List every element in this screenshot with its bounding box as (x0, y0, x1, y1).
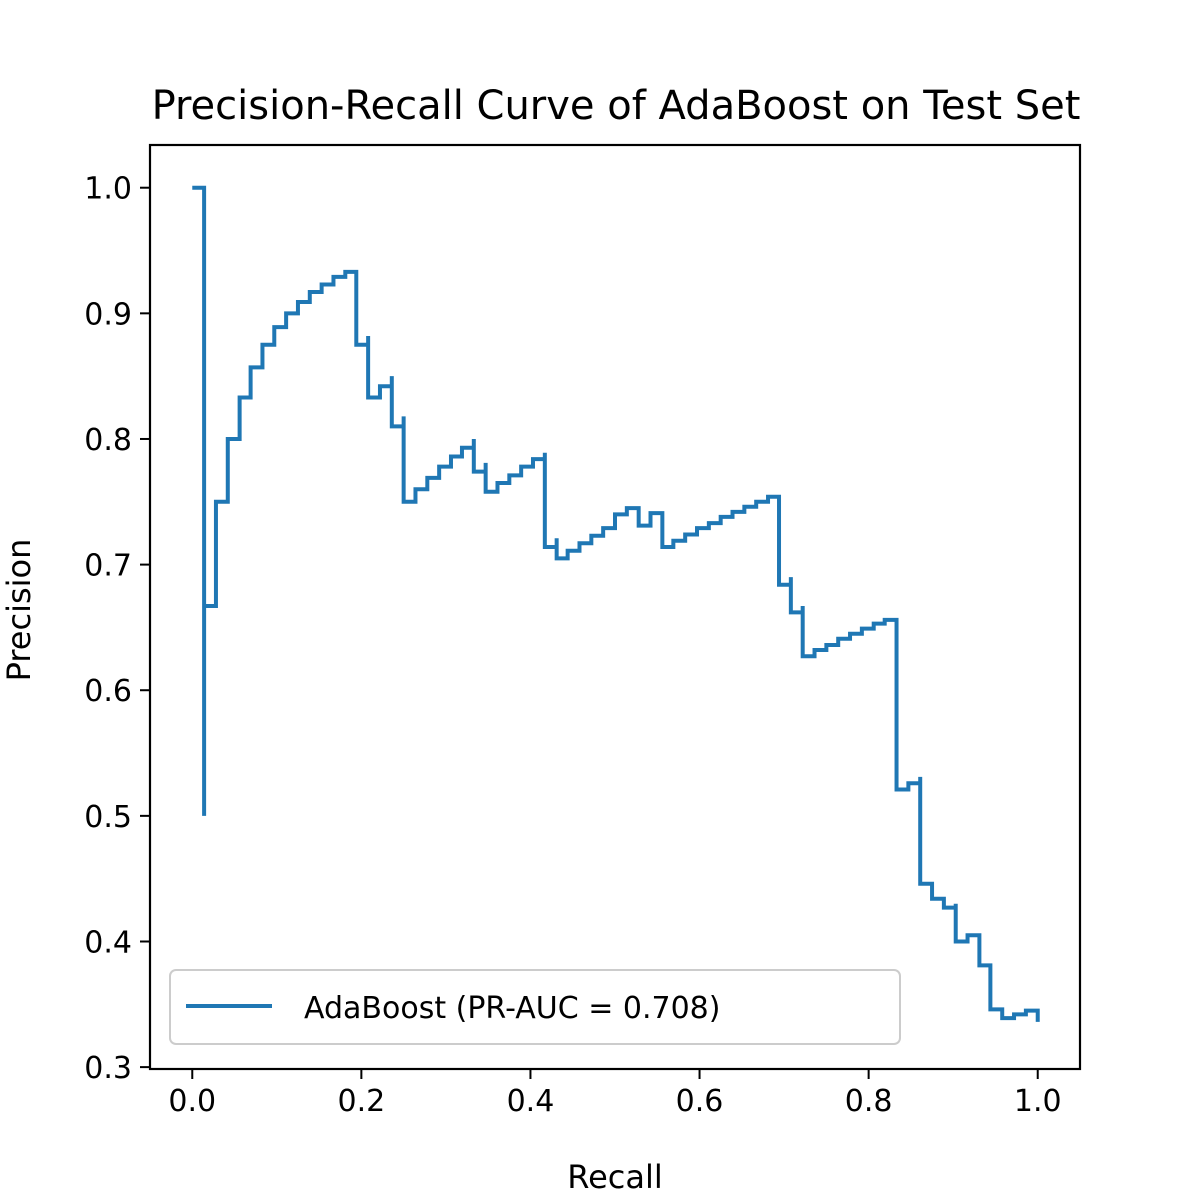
legend-frame (169, 969, 901, 1045)
legend-label: AdaBoost (PR-AUC = 0.708) (304, 991, 720, 1026)
y-tick-label: 0.9 (84, 297, 132, 332)
series-line-0 (192, 185, 1040, 1022)
y-tick-label: 0.3 (84, 1051, 132, 1086)
y-tick-label: 0.4 (84, 925, 132, 960)
y-tick-label: 0.7 (84, 549, 132, 584)
plot-area (192, 185, 1040, 1022)
y-axis-label: Precision (0, 539, 38, 682)
x-tick-label: 0.2 (338, 1084, 386, 1119)
x-tick-label: 0.0 (168, 1084, 216, 1119)
y-tick-label: 0.5 (84, 800, 132, 835)
legend: AdaBoost (PR-AUC = 0.708) (169, 969, 901, 1045)
x-tick-label: 0.8 (845, 1084, 893, 1119)
axis-ticks: 0.0 0.2 0.4 0.6 0.8 1.0 0.3 0.4 0.5 0.6 0.7 0.8 0.9 1… (84, 172, 1061, 1119)
x-tick-label: 0.4 (507, 1084, 555, 1119)
y-tick-label: 1.0 (84, 172, 132, 207)
axes-frame (148, 143, 1082, 1071)
x-tick-label: 0.6 (676, 1084, 724, 1119)
x-axis-label: Recall (567, 1158, 662, 1196)
y-tick-label: 0.8 (84, 423, 132, 458)
chart-title: Precision-Recall Curve of AdaBoost on Te… (152, 83, 1081, 129)
x-tick-label: 1.0 (1014, 1084, 1062, 1119)
y-tick-label: 0.6 (84, 674, 132, 709)
